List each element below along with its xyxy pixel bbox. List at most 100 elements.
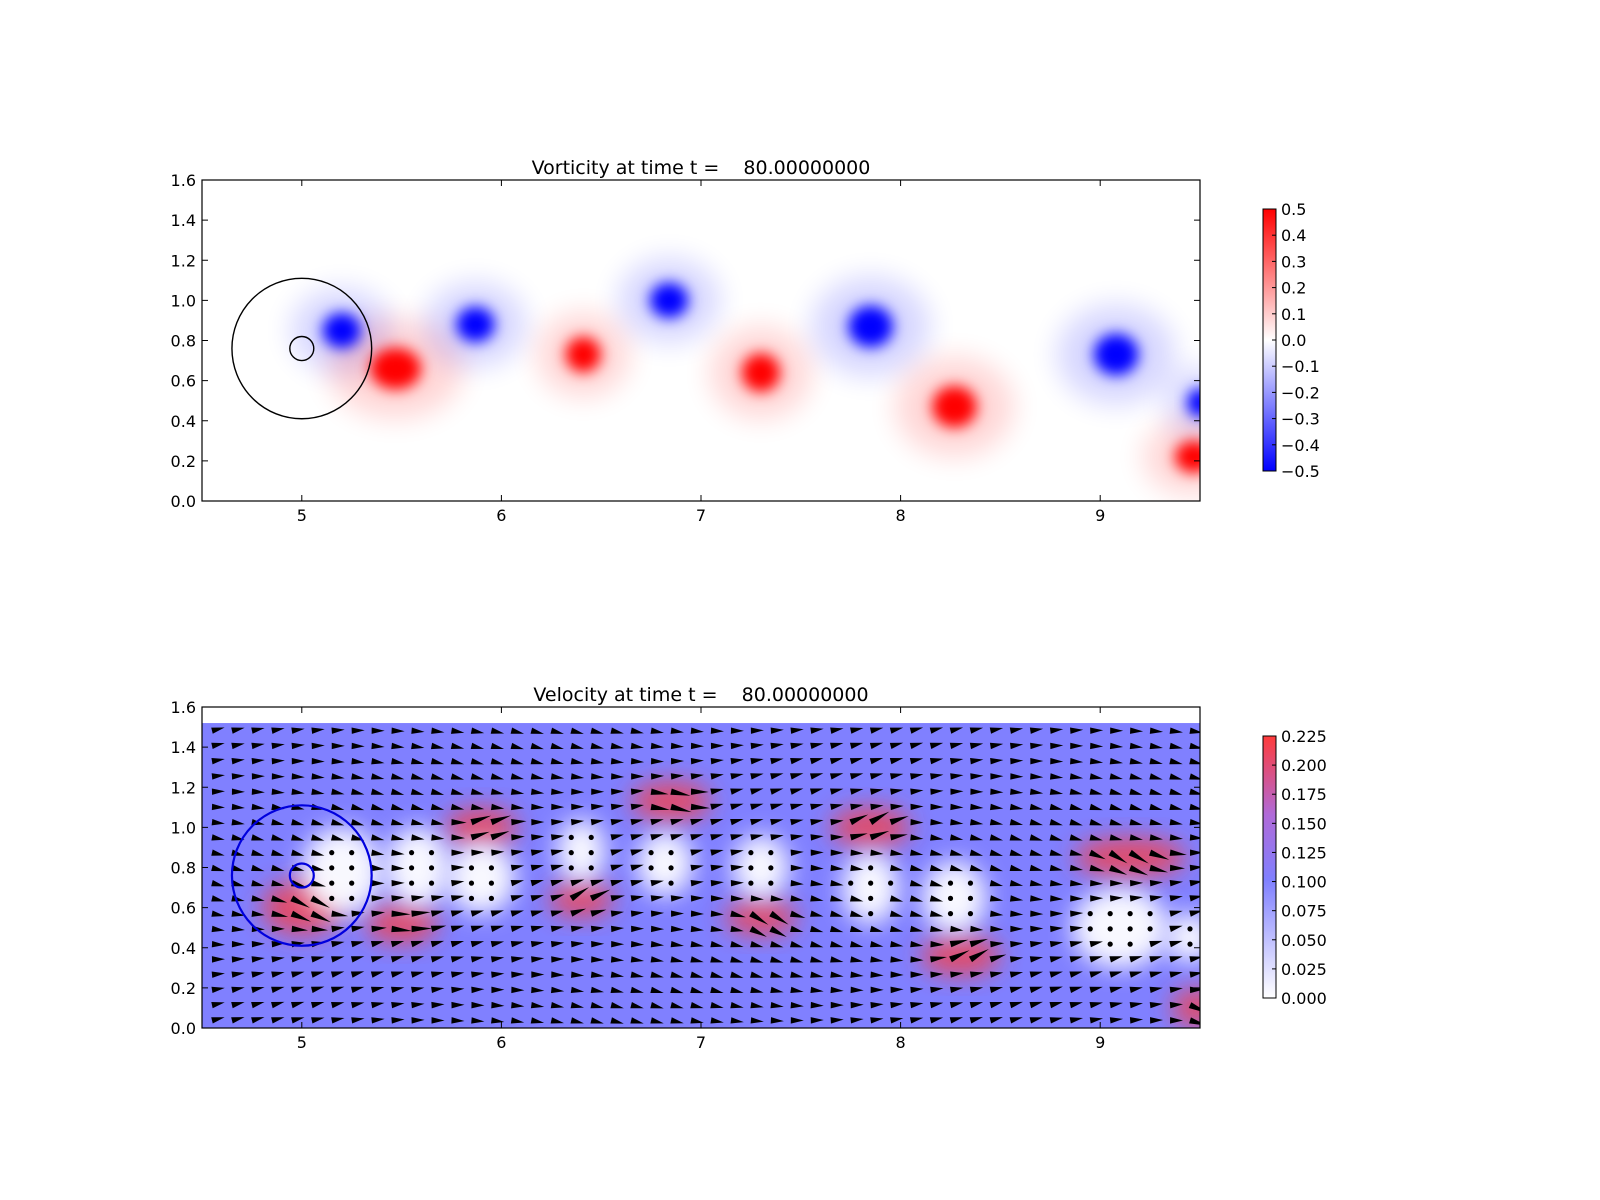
quiver-arrow [331,788,345,795]
quiver-arrow [890,986,904,994]
quiver-arrow [550,910,564,917]
quiver-arrow [650,834,664,841]
quiver-arrow [450,971,465,978]
quiver-arrow [291,925,309,933]
quiver-arrow [890,1017,904,1024]
quiver-arrow [949,950,970,963]
quiver-arrow [969,1017,984,1024]
quiver-arrow [591,940,605,948]
quiver-arrow [1009,803,1024,811]
quiver-arrow [1069,956,1083,963]
fast-region-1 [365,903,438,944]
quiver-arrow [1089,1017,1104,1024]
quiver-arrow [989,834,1004,841]
quiver-arrow [810,742,824,750]
quiver-arrow [1069,1017,1084,1024]
quiver-arrow [1149,895,1163,902]
quiver-arrow [370,941,385,948]
quiver-arrow [670,956,684,963]
quiver-arrow [850,971,864,978]
quiver-arrow [450,742,465,750]
quiver-arrow [1149,788,1163,795]
quiver-arrow [451,879,465,887]
quiver-arrow [1049,727,1064,734]
velocity-colorbar-tick-label: 0.125 [1281,843,1327,862]
quiver-arrow [351,788,365,795]
quiver-arrow [1009,1017,1023,1024]
quiver-arrow [790,803,804,811]
quiver-arrow [231,742,245,750]
quiver-arrow [1189,1017,1200,1025]
quiver-dot [329,850,335,856]
quiver-arrow [450,803,465,811]
quiver-arrow [1029,803,1044,811]
quiver-arrow [1069,788,1084,795]
quiver-dot [408,850,415,856]
vortex-core-3 [565,336,601,373]
vorticity-colorbar-tick-label: −0.4 [1281,436,1320,455]
vorticity-colorbar-ticks: 0.5 0.4 0.3 0.2 0.1 0.0 −0.1 −0.2 −0.3 −0.4 −0.5 [1272,200,1320,481]
quiver-arrow [690,925,704,933]
quiver-arrow [330,803,345,811]
quiver-arrow [710,925,724,933]
quiver-dot [329,865,335,871]
quiver-arrow [231,1017,245,1024]
quiver-arrow [1169,788,1183,795]
quiver-arrow [530,910,544,917]
quiver-arrow [1050,910,1064,917]
quiver-arrow [730,727,744,734]
quiver-arrow [371,910,386,917]
quiver-arrow [570,986,585,994]
quiver-arrow [830,956,844,963]
velocity-colorbar-tick-label: 0.150 [1281,814,1327,833]
quiver-arrow [611,773,625,780]
quiver-arrow [450,758,465,765]
quiver-arrow [790,758,804,765]
quiver-arrow [1169,849,1187,856]
quiver-arrow [411,834,425,841]
quiver-arrow [630,849,644,856]
quiver-arrow [849,895,864,902]
quiver-arrow [670,773,685,780]
quiver-arrow [650,895,664,902]
quiver-arrow [710,1002,724,1009]
quiver-arrow [1009,956,1024,963]
slow-region-0 [301,827,382,916]
quiver-arrow [750,727,764,734]
quiver-arrow [730,803,744,811]
quiver-arrow [251,1017,265,1024]
quiver-arrow [610,880,624,887]
quiver-arrow [710,834,724,841]
quiver-arrow [291,1017,305,1024]
quiver-arrow [410,819,425,826]
quiver-arrow [989,1001,1004,1009]
quiver-dot [967,895,974,901]
quiver-arrow [1029,971,1044,978]
quiver-arrow [850,1001,864,1009]
quiver-arrow [371,864,385,872]
quiver-arrow [610,910,625,917]
quiver-arrow [411,925,433,933]
quiver-arrow [1088,849,1106,860]
quiver-arrow [450,727,465,734]
velocity-colorbar-tick-label: 0.075 [1281,902,1327,921]
quiver-arrow [471,971,485,978]
quiver-arrow [830,742,844,750]
quiver-arrow [510,1017,525,1024]
quiver-dot [488,880,495,886]
velocity-ytick-label: 0.2 [171,979,196,998]
quiver-arrow [1009,742,1024,750]
quiver-arrow [311,864,325,872]
quiver-arrow [630,986,644,994]
slow-region-4 [637,831,694,896]
quiver-arrow [810,849,824,856]
quiver-arrow [610,986,624,994]
quiver-arrow [1069,879,1084,887]
quiver-arrow [830,849,844,856]
velocity-ytick-label: 0.0 [171,1019,196,1038]
quiver-arrow [590,818,605,826]
quiver-arrow [710,818,724,826]
quiver-arrow [1029,1001,1043,1009]
quiver-arrow [810,1017,824,1024]
quiver-arrow [830,727,844,734]
